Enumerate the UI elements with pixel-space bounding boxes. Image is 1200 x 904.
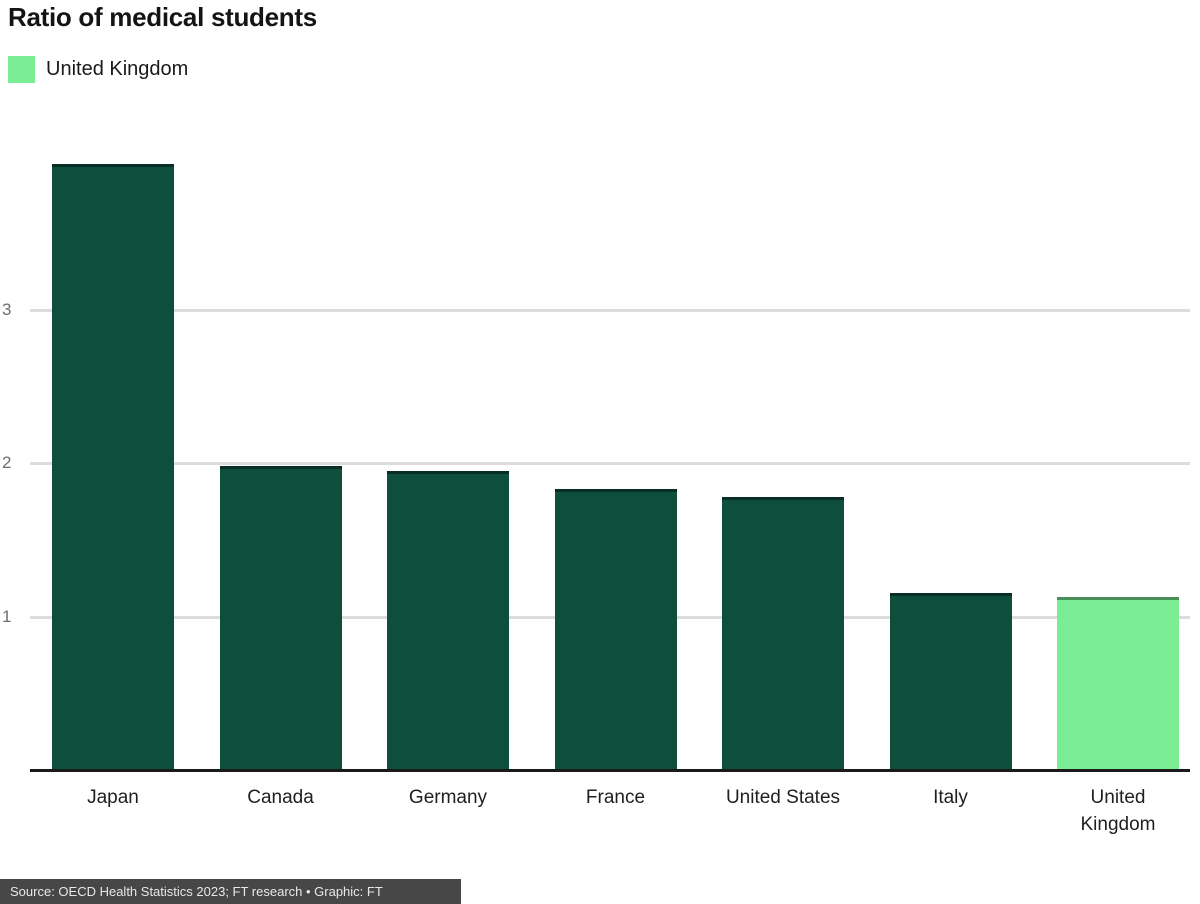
x-axis-label-line: United [1090, 787, 1146, 808]
x-axis-label-france: France [532, 784, 700, 811]
x-axis-label-germany: Germany [364, 784, 532, 811]
bar-france [554, 489, 677, 770]
x-axis-label-line: France [585, 787, 646, 808]
source-bar: Source: OECD Health Statistics 2023; FT … [0, 879, 461, 904]
y-tick-label-3: 3 [2, 299, 12, 319]
bar-canada [219, 466, 342, 770]
x-axis-label-italy: Italy [867, 784, 1035, 811]
legend-swatch-highlight [8, 56, 35, 83]
x-axis-label-united-kingdom: United Kingdom [1034, 784, 1200, 838]
bar-germany [387, 470, 509, 770]
bar-japan [52, 163, 174, 770]
y-tick-label-1: 1 [2, 606, 12, 626]
x-axis-label-canada: Canada [197, 784, 365, 811]
y-tick-label-2: 2 [2, 453, 12, 472]
gridline-y-2 [30, 462, 1190, 465]
x-axis-label-line: Germany [408, 787, 488, 808]
x-axis-label-line: Canada [247, 787, 314, 808]
x-axis-label-line: Italy [933, 787, 968, 808]
bar-italy [889, 593, 1012, 770]
source-text: Source: OECD Health Statistics 2023; FT … [10, 884, 383, 899]
x-axis-label-line: United States [725, 787, 841, 808]
gridline-y-3 [30, 308, 1190, 312]
bar-united-states [722, 496, 844, 770]
x-axis-baseline [30, 769, 1190, 772]
x-axis-label-line: Kingdom [1080, 814, 1156, 835]
legend: United Kingdom [8, 56, 188, 83]
chart-title: Ratio of medical students [8, 2, 317, 32]
x-axis-label-united-states: United States [699, 784, 867, 811]
legend-label: United Kingdom [46, 58, 189, 80]
x-axis-label-japan: Japan [29, 784, 197, 811]
bar-united-kingdom [1057, 596, 1179, 770]
x-axis-label-line: Japan [87, 787, 139, 808]
